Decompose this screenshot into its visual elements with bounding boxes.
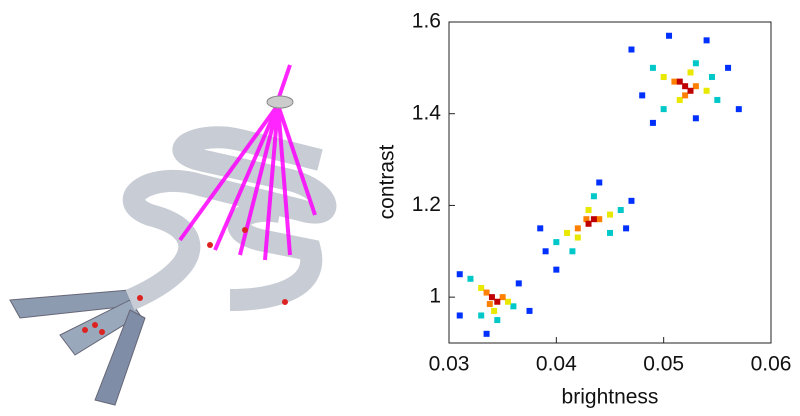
scatter-point bbox=[574, 234, 581, 241]
scatter-point bbox=[660, 74, 667, 81]
scatter-point bbox=[590, 193, 597, 200]
scatter-point bbox=[596, 216, 603, 223]
x-tick-label: 0.04 bbox=[536, 353, 577, 376]
scatter-point bbox=[499, 294, 506, 301]
scatter-point bbox=[526, 307, 533, 314]
scatter-point bbox=[676, 78, 683, 85]
scatter-point bbox=[692, 60, 699, 67]
serpentine-channel bbox=[122, 126, 337, 311]
y-axis-label: contrast bbox=[376, 144, 399, 219]
scatter-point bbox=[628, 197, 635, 204]
scatter-point bbox=[488, 294, 495, 301]
scatter-point bbox=[574, 225, 581, 232]
x-tick-label: 0.03 bbox=[429, 353, 470, 376]
scatter-point bbox=[483, 289, 490, 296]
scatter-point bbox=[515, 280, 522, 287]
scatter-point bbox=[486, 301, 493, 308]
plot-frame bbox=[448, 21, 772, 344]
scatter-point bbox=[505, 298, 512, 305]
x-tick-label: 0.05 bbox=[643, 353, 684, 376]
scatter-point bbox=[703, 87, 710, 94]
device-illustration bbox=[9, 64, 337, 406]
scatter-point bbox=[510, 303, 517, 310]
scatter-point bbox=[585, 207, 592, 214]
scatter-point bbox=[687, 87, 694, 94]
scatter-point bbox=[456, 312, 463, 319]
y-tick-label: 1.2 bbox=[412, 193, 441, 216]
scatter-point bbox=[692, 83, 699, 90]
scatter-point bbox=[671, 78, 678, 85]
scatter-point bbox=[725, 64, 732, 71]
scatter-point bbox=[714, 96, 721, 103]
scatter-point bbox=[649, 119, 656, 126]
scatter-point bbox=[676, 96, 683, 103]
scatter-point bbox=[494, 317, 501, 324]
scatter-point bbox=[478, 284, 485, 291]
scatter-point bbox=[660, 106, 667, 113]
scatter-point bbox=[703, 37, 710, 44]
y-tick-label: 1.4 bbox=[412, 101, 442, 124]
scatter-point bbox=[491, 307, 498, 314]
scatter-point bbox=[687, 69, 694, 76]
scatter-point bbox=[585, 220, 592, 227]
scatter-point bbox=[478, 312, 485, 319]
scatter-point bbox=[623, 225, 630, 232]
scatter-point bbox=[639, 92, 646, 99]
scatter-point bbox=[583, 216, 590, 223]
scatter-point bbox=[553, 239, 560, 246]
scatter-point bbox=[542, 248, 549, 255]
scatter-point bbox=[607, 229, 613, 236]
scatter-point bbox=[494, 298, 501, 305]
laser-beams bbox=[178, 64, 317, 261]
scatter-point bbox=[708, 74, 715, 81]
scatter-point bbox=[628, 46, 635, 53]
scatter-point bbox=[666, 32, 673, 39]
scatter-point bbox=[692, 115, 699, 122]
y-tick-label: 1 bbox=[429, 285, 441, 308]
scatter-point bbox=[456, 271, 463, 278]
x-tick-label: 0.06 bbox=[751, 353, 792, 376]
lens bbox=[266, 95, 294, 109]
scatter-point bbox=[590, 216, 597, 223]
inlet-channel bbox=[94, 309, 146, 406]
scatter-point bbox=[483, 330, 490, 337]
scatter-point bbox=[467, 275, 474, 282]
scatter-point bbox=[682, 83, 689, 90]
particles bbox=[82, 227, 288, 335]
scatter-point bbox=[682, 92, 689, 99]
scatter-point bbox=[537, 225, 544, 232]
serpentine-channel bbox=[227, 199, 323, 311]
scatter-point bbox=[569, 248, 576, 255]
x-axis-label: brightness bbox=[562, 386, 659, 409]
scatter-point bbox=[617, 207, 624, 214]
y-tick-label: 1.6 bbox=[412, 10, 441, 33]
scatter-point bbox=[553, 266, 560, 273]
scatter-point bbox=[596, 179, 603, 186]
scatter-point bbox=[735, 106, 742, 113]
scatter-point bbox=[607, 211, 613, 218]
scatter-point bbox=[649, 64, 656, 71]
scatter-point bbox=[564, 229, 571, 236]
